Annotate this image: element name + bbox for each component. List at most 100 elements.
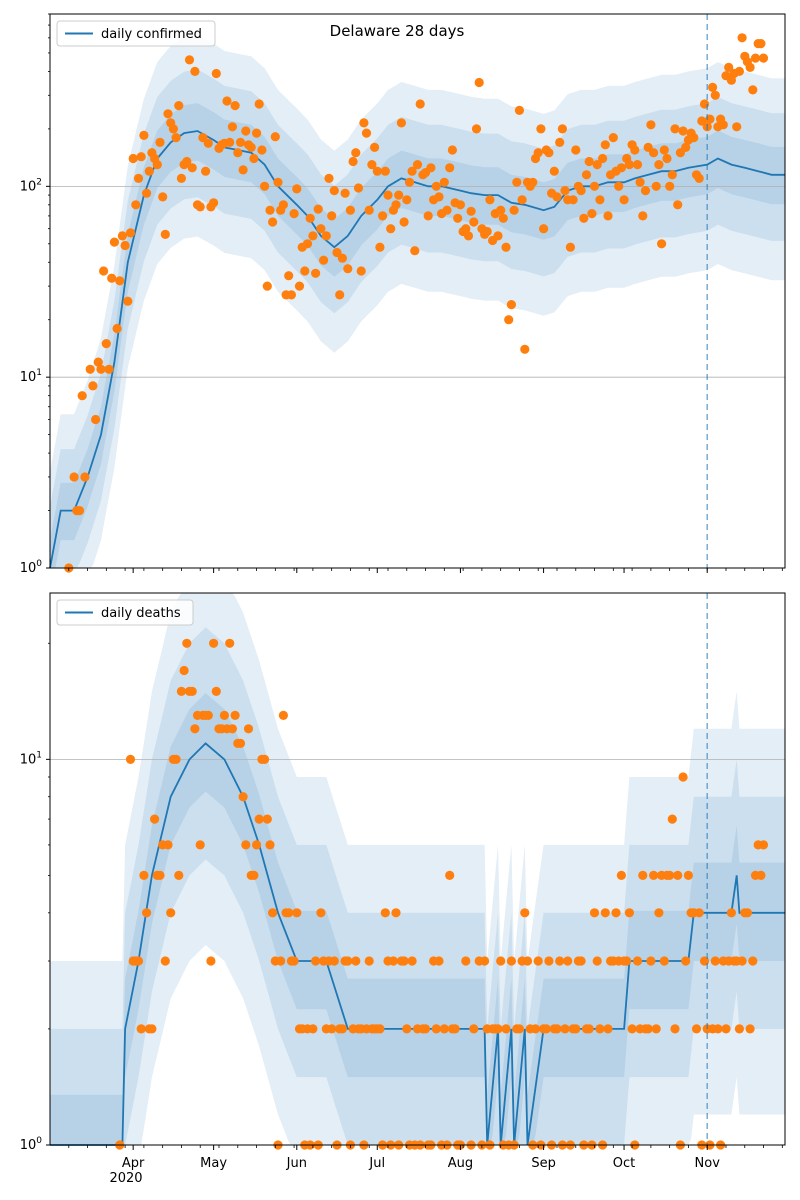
data-point: [533, 148, 543, 158]
data-point: [265, 840, 275, 850]
confirmed-points-layer: [64, 33, 769, 573]
data-point: [77, 391, 87, 401]
data-point: [756, 39, 766, 49]
data-point: [463, 231, 474, 241]
data-point: [758, 53, 769, 63]
data-point: [689, 133, 699, 143]
data-point: [348, 156, 358, 167]
data-point: [335, 290, 345, 300]
data-point: [651, 1024, 661, 1034]
data-point: [190, 66, 200, 76]
data-point: [235, 738, 246, 749]
data-point: [622, 956, 632, 966]
data-point: [598, 153, 608, 164]
data-point: [455, 200, 465, 210]
data-point: [391, 908, 401, 918]
data-point: [624, 160, 635, 170]
data-point: [756, 870, 766, 881]
data-point: [539, 224, 549, 234]
data-point: [74, 506, 85, 516]
data-point: [383, 190, 393, 200]
data-point: [555, 956, 565, 966]
data-point: [635, 177, 645, 187]
data-point: [512, 177, 522, 187]
data-point: [227, 122, 237, 132]
data-point: [732, 122, 742, 132]
data-point: [139, 130, 149, 140]
data-point: [407, 956, 417, 966]
data-point: [646, 120, 656, 130]
data-point: [640, 186, 651, 196]
data-point: [616, 870, 627, 881]
data-point: [238, 792, 248, 802]
data-point: [179, 665, 189, 676]
data-point: [654, 160, 664, 170]
data-point: [243, 724, 254, 734]
y-tick-label: 100: [20, 1136, 43, 1153]
data-point: [509, 205, 519, 215]
deaths-legend: daily deaths: [56, 599, 194, 626]
data-point: [579, 213, 589, 223]
data-point: [410, 246, 420, 256]
data-point: [402, 1024, 412, 1034]
data-point: [195, 840, 205, 850]
data-point: [302, 239, 313, 249]
data-point: [713, 1024, 723, 1034]
data-point: [190, 724, 200, 734]
data-point: [163, 109, 173, 119]
data-point: [649, 148, 659, 158]
data-point: [592, 956, 602, 966]
deaths-points-layer: [115, 638, 769, 1150]
data-point: [69, 472, 79, 482]
data-point: [152, 160, 162, 170]
data-point: [182, 638, 192, 648]
data-point: [657, 239, 667, 249]
data-point: [555, 137, 565, 147]
data-point: [142, 188, 152, 198]
data-point: [646, 956, 656, 966]
data-point: [592, 160, 602, 170]
data-point: [450, 1024, 460, 1034]
data-point: [142, 908, 152, 918]
data-point: [402, 195, 412, 205]
data-point: [482, 226, 492, 237]
data-point: [375, 1024, 385, 1034]
data-point: [710, 90, 720, 100]
data-point: [431, 1024, 441, 1034]
data-point: [289, 209, 299, 219]
data-point: [123, 296, 133, 306]
data-point: [514, 1024, 525, 1034]
data-point: [241, 126, 251, 136]
data-point: [423, 211, 433, 221]
x-tick-label: Jun: [286, 1156, 307, 1171]
data-point: [565, 242, 576, 252]
data-point: [211, 686, 221, 697]
x-tick-label: Apr: [122, 1156, 145, 1171]
data-point: [426, 163, 436, 173]
data-point: [560, 1024, 570, 1034]
confirmed-uncertainty-bands: [50, 34, 785, 569]
data-point: [673, 870, 683, 881]
data-point: [630, 145, 640, 155]
data-point: [125, 754, 136, 765]
data-point: [584, 1024, 594, 1034]
confirmed-axes-frame: [49, 13, 786, 569]
data-point: [203, 138, 213, 148]
data-point: [211, 68, 221, 79]
data-point: [364, 956, 374, 966]
data-point: [268, 217, 278, 227]
data-point: [530, 1024, 541, 1034]
data-point: [584, 156, 594, 167]
data-point: [88, 381, 98, 391]
data-point: [665, 870, 675, 881]
data-point: [691, 1024, 702, 1034]
data-point: [439, 1024, 449, 1034]
data-point: [273, 177, 283, 187]
data-point: [311, 268, 321, 278]
data-point: [388, 956, 398, 966]
data-point: [187, 686, 197, 697]
data-point: [300, 266, 310, 276]
data-point: [343, 956, 353, 966]
data-point: [332, 247, 342, 258]
data-point: [238, 165, 248, 175]
